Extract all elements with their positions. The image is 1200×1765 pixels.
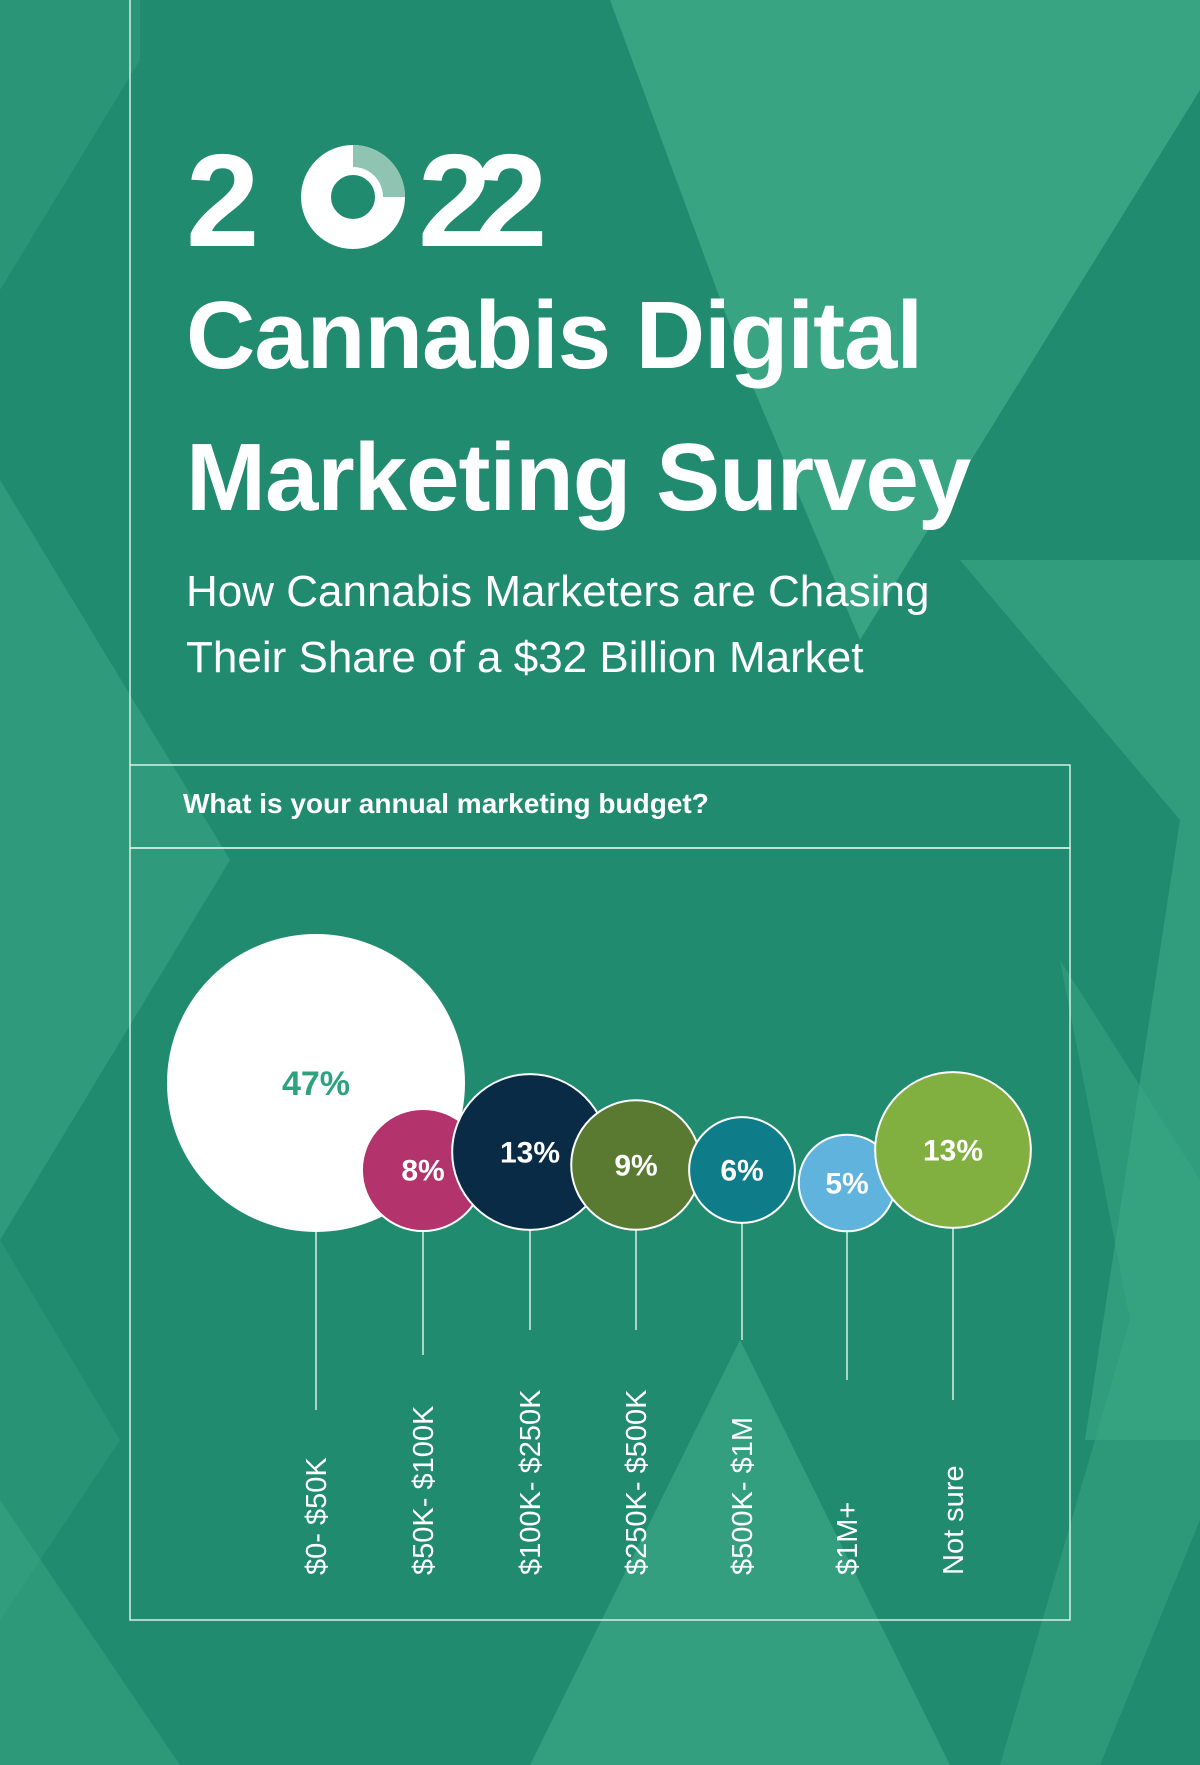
category-label-6: Not sure (938, 1465, 970, 1575)
value-labels: 47% 8% 13% 9% 6% 5% 13% (282, 1065, 983, 1201)
value-label-4: 6% (720, 1155, 763, 1188)
year-digit-3: 2 (418, 127, 491, 274)
category-label-4: $500K- $1M (727, 1417, 759, 1575)
bubble-4 (688, 1116, 796, 1224)
category-label-0: $0- $50K (301, 1457, 333, 1575)
category-label-5: $1M+ (832, 1502, 864, 1575)
year-digit-4: 2 (474, 127, 547, 274)
value-label-0: 47% (282, 1065, 350, 1103)
title-line-2: Marketing Survey (186, 424, 971, 531)
subtitle-line-1: How Cannabis Marketers are Chasing (186, 567, 930, 616)
year-digit-1: 2 (186, 127, 259, 274)
category-label-2: $100K- $250K (515, 1389, 547, 1575)
subtitle-line-2: Their Share of a $32 Billion Market (186, 633, 864, 682)
value-label-2: 13% (500, 1137, 560, 1170)
value-label-1: 8% (401, 1155, 444, 1188)
stems (315, 1222, 954, 1410)
bubble-6 (874, 1071, 1032, 1229)
question-heading: What is your annual marketing budget? (183, 788, 709, 819)
bubbles (167, 934, 1032, 1233)
title-line-1: Cannabis Digital (186, 282, 923, 389)
category-label-3: $250K- $500K (621, 1389, 653, 1575)
year-donut-zero (301, 145, 405, 249)
value-label-6: 13% (923, 1135, 983, 1168)
category-label-1: $50K- $100K (408, 1405, 440, 1575)
value-label-5: 5% (825, 1168, 868, 1201)
category-labels: $0- $50K $50K- $100K $100K- $250K $250K- $5… (301, 1389, 970, 1575)
frame-lines (129, 0, 1071, 1621)
value-label-3: 9% (614, 1150, 657, 1183)
